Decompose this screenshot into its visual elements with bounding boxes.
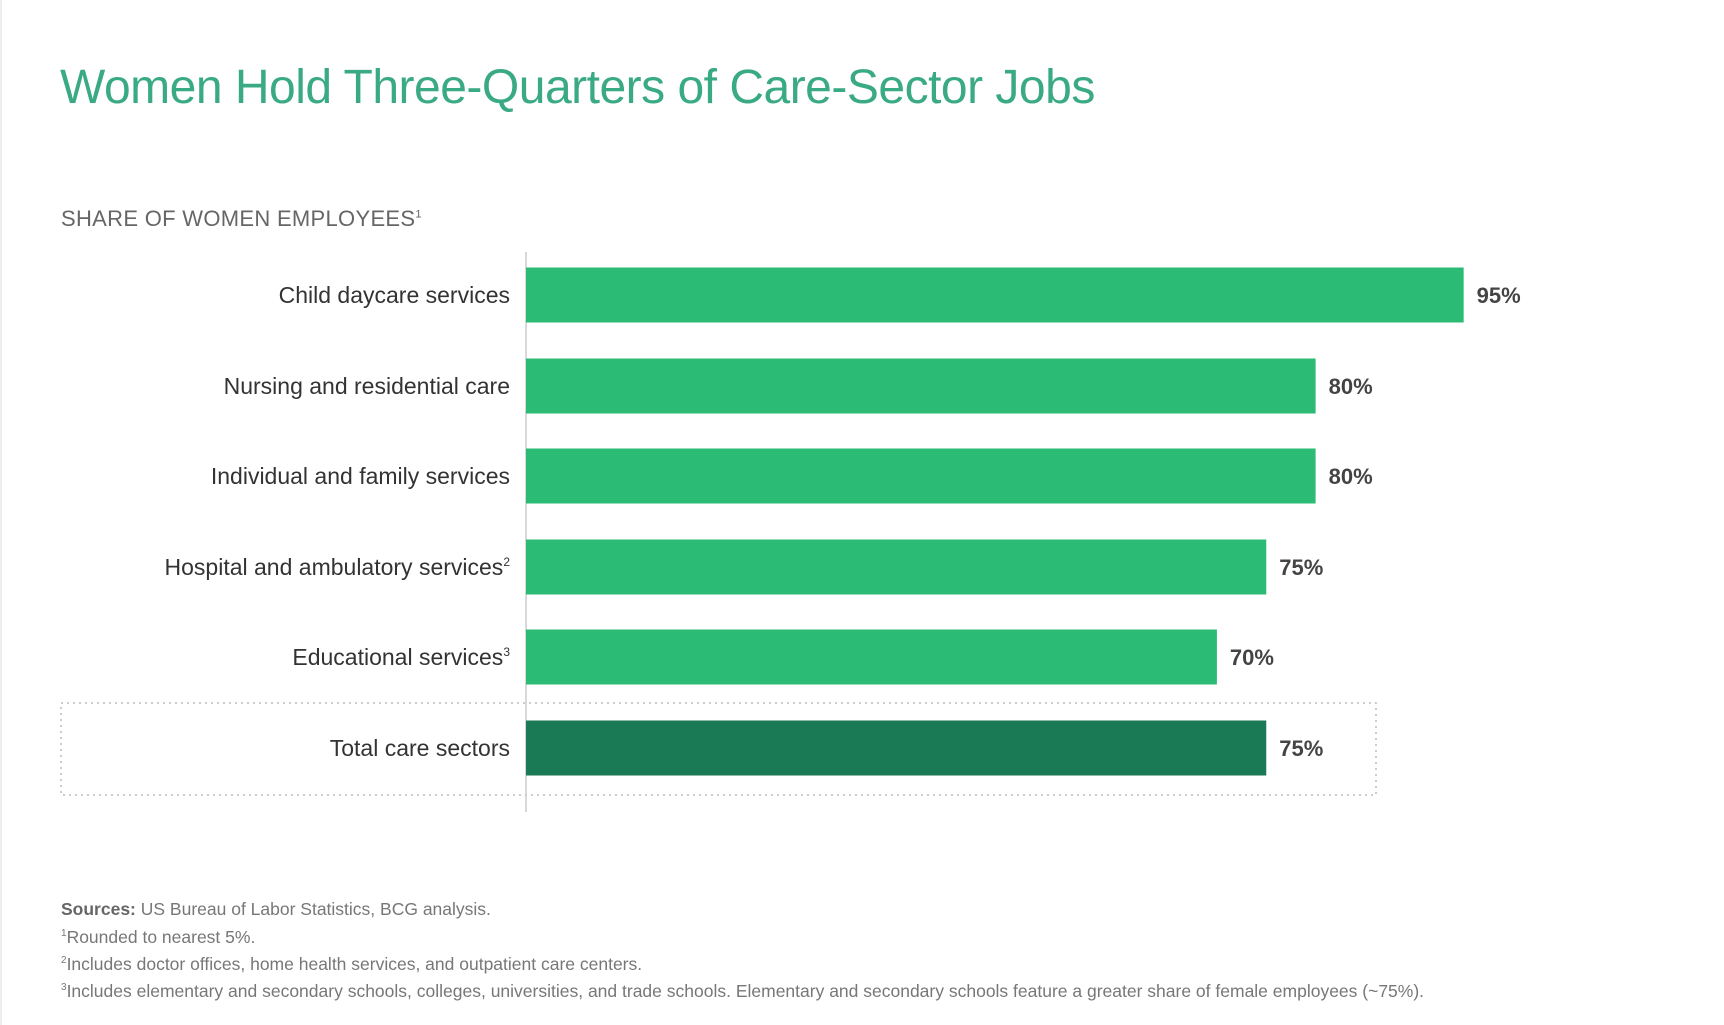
subtitle-footnote-marker: 1 (415, 208, 422, 221)
value-label: 80% (1329, 374, 1373, 399)
category-label: Hospital and ambulatory services2 (165, 554, 511, 580)
category-label: Nursing and residential care (224, 373, 510, 399)
footnote-3: 3Includes elementary and secondary schoo… (61, 976, 1424, 1003)
total-highlight-box (60, 702, 1377, 796)
value-label: 80% (1329, 464, 1373, 489)
bar-5 (526, 629, 1217, 685)
chart-title: Women Hold Three-Quarters of Care-Sector… (60, 61, 1095, 114)
footnote-text: Includes doctor offices, home health ser… (66, 953, 643, 974)
footnote-marker: 3 (61, 982, 67, 994)
footnote-2: 2Includes doctor offices, home health se… (61, 949, 1424, 976)
sources-label: Sources: (61, 899, 136, 919)
footnote-1: 1Rounded to nearest 5%. (61, 922, 1424, 949)
footnote-text: Rounded to nearest 5%. (66, 926, 256, 947)
value-label: 70% (1230, 645, 1274, 670)
footnote-marker: 2 (61, 954, 67, 966)
value-label: 95% (1477, 283, 1521, 308)
bar-chart: Child daycare services 95% Nursing and res… (60, 252, 1521, 812)
bar-1 (526, 267, 1464, 323)
category-label: Child daycare services (279, 282, 510, 308)
sources-text: US Bureau of Labor Statistics, BCG analy… (135, 899, 491, 919)
category-label: Total care sectors (330, 735, 510, 761)
chart-subtitle: SHARE OF WOMEN EMPLOYEES1 (61, 206, 422, 232)
footnote-marker: 1 (61, 927, 67, 939)
subtitle-text: SHARE OF WOMEN EMPLOYEES (61, 206, 416, 231)
bar-6 (526, 720, 1267, 776)
left-border (0, 0, 2, 1025)
bar-2 (526, 358, 1316, 414)
value-label: 75% (1279, 555, 1323, 580)
category-label: Educational services3 (292, 644, 510, 670)
sources-line: Sources: US Bureau of Labor Statistics, … (61, 897, 1424, 922)
footnote-text: Includes elementary and secondary school… (66, 980, 1425, 1001)
value-label: 75% (1279, 736, 1323, 761)
bar-3 (526, 448, 1316, 504)
category-label: Individual and family services (211, 463, 510, 489)
bar-4 (526, 539, 1267, 595)
footnotes: Sources: US Bureau of Labor Statistics, … (61, 897, 1424, 1003)
